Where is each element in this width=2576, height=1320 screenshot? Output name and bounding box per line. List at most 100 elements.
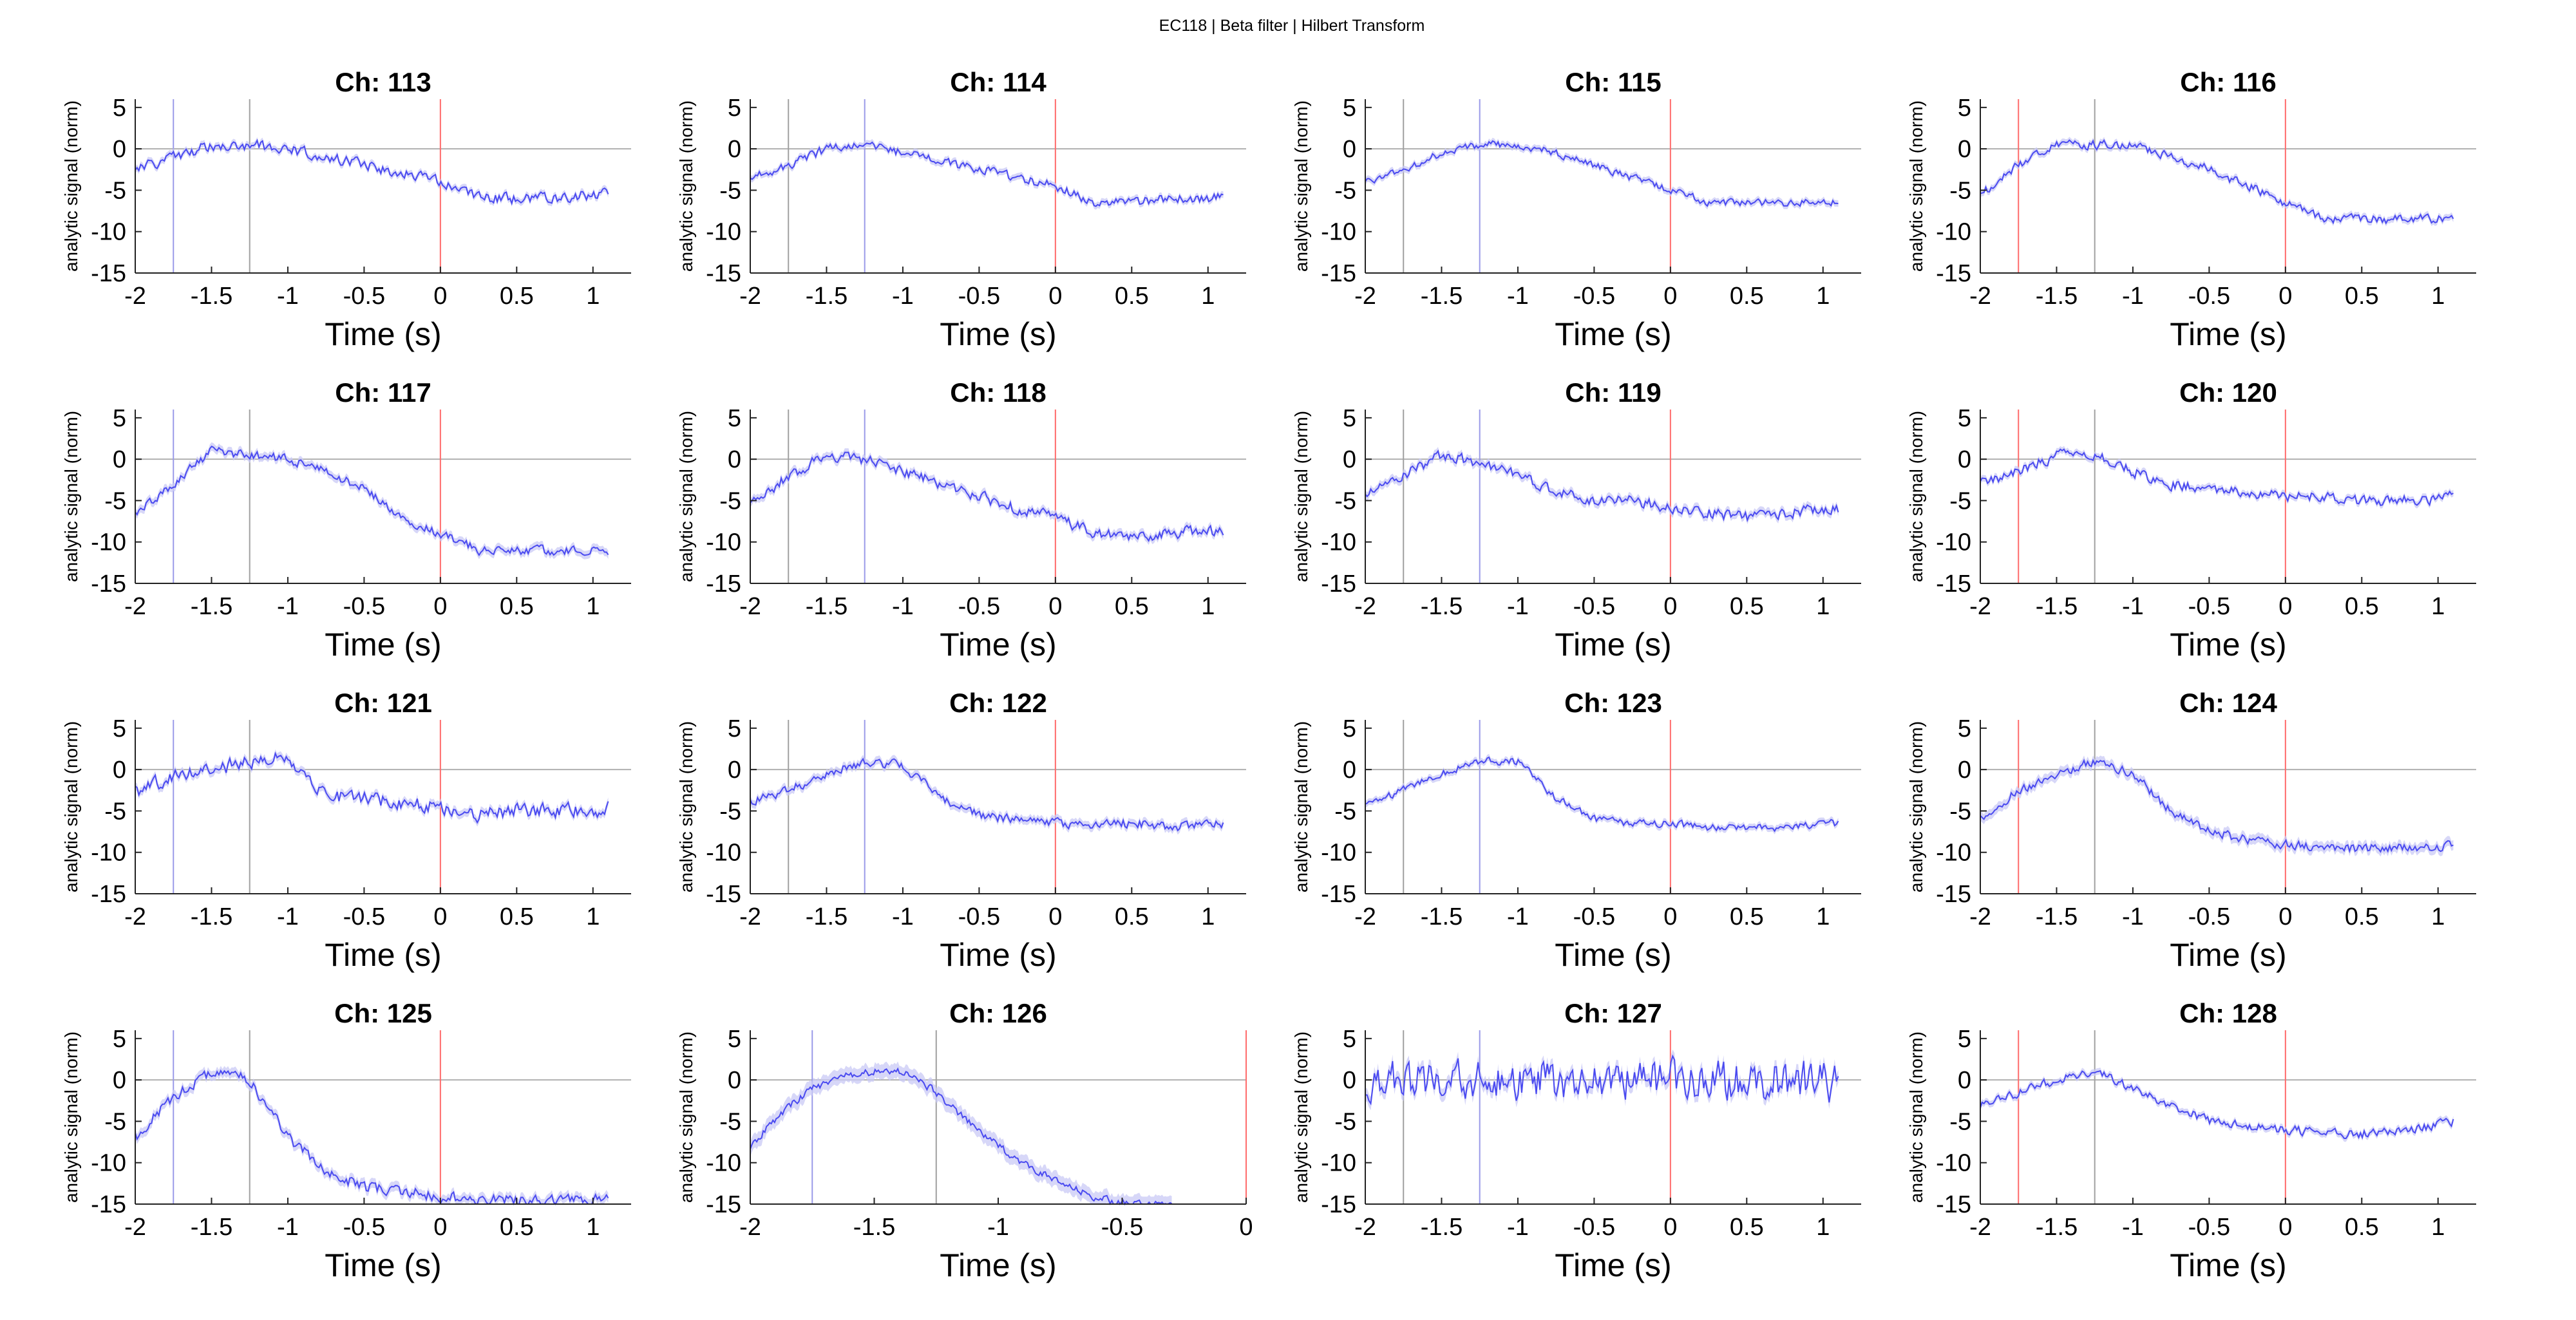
y-tick-label: 0 [1958,1067,1971,1094]
y-axis-label: analytic signal (norm) [676,1032,696,1203]
y-axis-label: analytic signal (norm) [1906,1032,1926,1203]
subplot-5: Ch: 117 5 0 -5 -10 -15-2 -1.5 -1 -0.5 0 0.5 1 Time (… [61,377,631,663]
error-band [1365,137,1839,210]
y-tick-label: -15 [91,570,126,598]
x-tick-label: 1 [1816,283,1830,310]
x-tick-label: -1.5 [853,1214,895,1241]
x-tick-label: -0.5 [2188,283,2230,310]
x-tick-label: -1.5 [1421,903,1463,930]
y-tick-label: -15 [1321,570,1356,598]
y-tick-label: 0 [1343,136,1356,163]
y-tick-label: -10 [91,1150,126,1177]
subplot-8: Ch: 120 5 0 -5 -10 -15-2 -1.5 -1 -0.5 0 0.5 1 Time (… [1906,377,2476,663]
x-tick-label: 1 [1201,593,1215,620]
x-tick-label: -2 [1969,1214,1991,1241]
y-tick-label: 0 [113,446,126,473]
figure-suptitle: EC118 | Beta filter | Hilbert Transform [1159,17,1425,35]
x-tick-label: 1 [586,903,600,930]
panel-title: Ch: 115 [1565,67,1661,97]
x-tick-label: 0 [1663,1214,1677,1241]
y-tick-label: -10 [1936,529,1971,556]
y-tick-label: -10 [91,840,126,867]
x-tick-label: 0 [2278,1214,2292,1241]
x-tick-label: -1.5 [2036,283,2078,310]
x-axis-label: Time (s) [325,937,441,973]
x-tick-label: -1 [277,283,299,310]
panel-title: Ch: 117 [335,377,431,408]
y-tick-label: 0 [728,136,741,163]
x-tick-label: -2 [124,1214,146,1241]
y-tick-label: -5 [104,798,126,825]
y-tick-label: 5 [1343,405,1356,432]
x-tick-label: -0.5 [343,283,385,310]
x-tick-label: -1 [2122,283,2144,310]
x-axis-label: Time (s) [1555,937,1671,973]
x-tick-label: 0.5 [2345,1214,2379,1241]
y-tick-label: -15 [706,260,741,287]
y-tick-label: -5 [104,1108,126,1135]
error-band [1365,753,1839,834]
x-tick-label: 0 [1239,1214,1253,1241]
x-tick-label: 0 [433,903,447,930]
x-tick-label: 1 [586,593,600,620]
subplot-10: Ch: 122 5 0 -5 -10 -15-2 -1.5 -1 -0.5 0 0.5 1 Time (… [676,688,1246,973]
y-tick-label: -15 [706,881,741,908]
subplot-1: Ch: 113 5 0 -5 -10 -15-2 -1.5 -1 -0.5 0 0.5 1 Time (… [61,67,631,352]
y-tick-label: 5 [728,95,741,122]
panel-title: Ch: 120 [2179,377,2277,408]
x-tick-label: -2 [124,283,146,310]
x-tick-label: 0.5 [500,1214,534,1241]
x-tick-label: -1.5 [1421,283,1463,310]
y-tick-label: 0 [728,446,741,473]
subplot-13: Ch: 125 5 0 -5 -10 -15-2 -1.5 -1 -0.5 0 0.5 1 Time (… [61,998,631,1283]
x-tick-label: -1.5 [806,283,848,310]
x-tick-label: 0 [1048,903,1062,930]
y-tick-label: 5 [1343,1026,1356,1053]
x-tick-label: 1 [1201,903,1215,930]
x-tick-label: 0.5 [1115,593,1149,620]
x-axis-label: Time (s) [1555,1247,1671,1283]
x-tick-label: -1.5 [191,903,232,930]
y-axis-label: analytic signal (norm) [1906,721,1926,892]
x-tick-label: 0 [433,593,447,620]
x-tick-label: -2 [739,903,761,930]
x-tick-label: -1 [892,593,914,620]
x-tick-label: 0 [2278,593,2292,620]
subplot-12: Ch: 124 5 0 -5 -10 -15-2 -1.5 -1 -0.5 0 0.5 1 Time (… [1906,688,2476,973]
x-tick-label: 0.5 [500,593,534,620]
y-tick-label: -5 [719,487,741,514]
x-tick-label: -1 [1507,1214,1529,1241]
x-tick-label: 1 [2431,1214,2445,1241]
x-tick-label: -1.5 [191,1214,232,1241]
x-tick-label: 0 [1663,593,1677,620]
x-axis-label: Time (s) [2170,627,2286,663]
panel-title: Ch: 121 [334,688,432,718]
x-tick-label: -2 [1354,903,1376,930]
x-tick-label: -2 [1969,283,1991,310]
x-tick-label: -0.5 [1573,903,1615,930]
y-tick-label: 0 [113,1067,126,1094]
x-tick-label: -1.5 [1421,593,1463,620]
y-axis-label: analytic signal (norm) [676,100,696,272]
signal-line [1980,759,2454,854]
error-band [135,749,609,827]
subplot-14: Ch: 126 5 0 -5 -10 -15-2 -1.5 -1 -0.5 0 Time (s) an… [676,998,1253,1283]
x-tick-label: -0.5 [1573,1214,1615,1241]
x-tick-label: -2 [124,903,146,930]
y-tick-label: -10 [1321,1150,1356,1177]
y-axis-label: analytic signal (norm) [1291,1032,1311,1203]
x-tick-label: 0 [1048,593,1062,620]
y-tick-label: -5 [1334,487,1356,514]
y-tick-label: -15 [1321,260,1356,287]
x-tick-label: 1 [2431,903,2445,930]
x-tick-label: -1.5 [806,593,848,620]
y-axis-label: analytic signal (norm) [61,411,81,582]
y-tick-label: 5 [113,715,126,742]
y-axis-label: analytic signal (norm) [1906,411,1926,582]
x-tick-label: 0.5 [1730,1214,1764,1241]
y-axis-label: analytic signal (norm) [1906,100,1926,272]
y-tick-label: -15 [91,260,126,287]
y-tick-label: -10 [706,219,741,246]
x-tick-label: -2 [1354,283,1376,310]
y-axis-label: analytic signal (norm) [61,721,81,892]
